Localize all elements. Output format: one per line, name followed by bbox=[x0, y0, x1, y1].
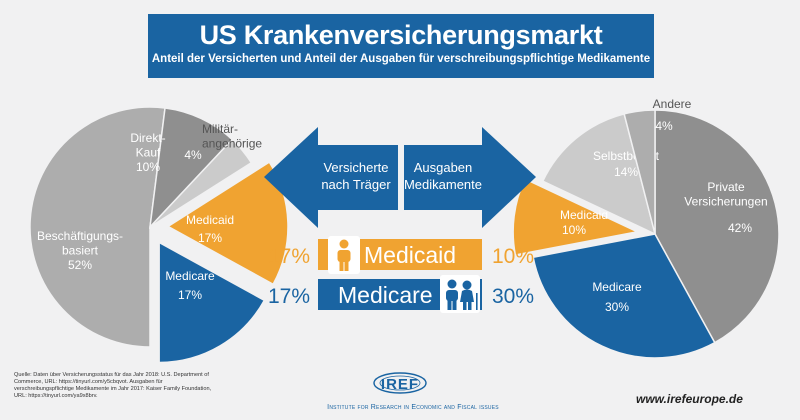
slice-label-0: Private Versicherungen bbox=[684, 180, 767, 208]
slice-value-2: 10% bbox=[562, 223, 586, 237]
slice-label-2: Medicaid bbox=[560, 208, 608, 222]
arrow-right-shape bbox=[404, 127, 536, 228]
iref-logo: IREF bbox=[373, 372, 427, 394]
slice-value-4: 17% bbox=[178, 288, 202, 302]
slice-value-2: 4% bbox=[184, 148, 202, 162]
slice-value-0: 42% bbox=[728, 221, 752, 235]
slice-label-3: Medicaid bbox=[186, 213, 234, 227]
slice-label-1: Direkt-Kauf 10% bbox=[130, 131, 165, 174]
slice-value-4: 4% bbox=[655, 119, 673, 133]
medicare-left-value: 17% bbox=[268, 285, 310, 308]
page-title: US Krankenversicherungsmarkt bbox=[199, 20, 603, 50]
medicaid-comparison: Medicaid 17% 10% bbox=[268, 236, 534, 274]
arrow-left-shape bbox=[264, 127, 398, 228]
source-note: Quelle: Daten über Versicherungsstatus f… bbox=[14, 372, 212, 399]
person-icon bbox=[337, 239, 351, 271]
pie-slice-direkt-kauf bbox=[148, 107, 234, 230]
pie-slice-private-versicherungen bbox=[654, 109, 780, 344]
page-subtitle: Anteil der Versicherten und Anteil der A… bbox=[151, 53, 651, 65]
medicare-pill-label: Medicare bbox=[338, 282, 433, 308]
medicaid-left-value: 17% bbox=[268, 245, 310, 268]
elderly-couple-icon bbox=[446, 279, 478, 310]
pie-slice-medicare bbox=[158, 241, 266, 364]
iref-logo-text: IREF bbox=[381, 376, 419, 393]
slice-label-0: Beschäftigungs-basiert 52% bbox=[37, 229, 123, 272]
title-banner: US Krankenversicherungsmarkt Anteil der … bbox=[148, 14, 654, 78]
slice-value-3: 14% bbox=[614, 165, 638, 179]
medicare-comparison: Medicare 17% 30% bbox=[268, 275, 534, 313]
website-link[interactable]: www.irefeurope.de bbox=[636, 392, 743, 406]
pie-slice-medicare bbox=[532, 233, 716, 359]
slice-label-1: Medicare bbox=[592, 280, 642, 294]
pie-chart-drug-spending: Private Versicherungen 42% Medicare 30% Medic… bbox=[512, 97, 780, 359]
institute-name: Institute for Research in Economic and F… bbox=[327, 404, 499, 411]
arrow-right-label: Ausgaben Medikamente bbox=[404, 160, 482, 192]
label-andere: Andere bbox=[653, 97, 692, 111]
slice-value-1: 30% bbox=[605, 300, 629, 314]
pie-slice-militär-angehörige bbox=[149, 138, 253, 228]
slice-label-4: Medicare bbox=[165, 269, 215, 283]
medicare-right-value: 30% bbox=[492, 285, 534, 308]
pie-slice-selbstbehalt bbox=[541, 112, 657, 236]
pie-slice-andere bbox=[623, 109, 656, 235]
slice-value-3: 17% bbox=[198, 231, 222, 245]
label-militaer: Militär-angehörige bbox=[202, 122, 262, 150]
arrow-left-label: Versicherte nach Träger bbox=[321, 160, 391, 192]
pie-slice-beschäftigungs-basiert bbox=[29, 106, 166, 348]
medicaid-pill-label: Medicaid bbox=[364, 242, 456, 268]
pie-chart-insured: Beschäftigungs-basiert 52% Direkt-Kauf 10% 4… bbox=[29, 106, 289, 364]
medicaid-right-value: 10% bbox=[492, 245, 534, 268]
double-arrow: Versicherte nach Träger Ausgaben Medikamen… bbox=[264, 127, 536, 228]
